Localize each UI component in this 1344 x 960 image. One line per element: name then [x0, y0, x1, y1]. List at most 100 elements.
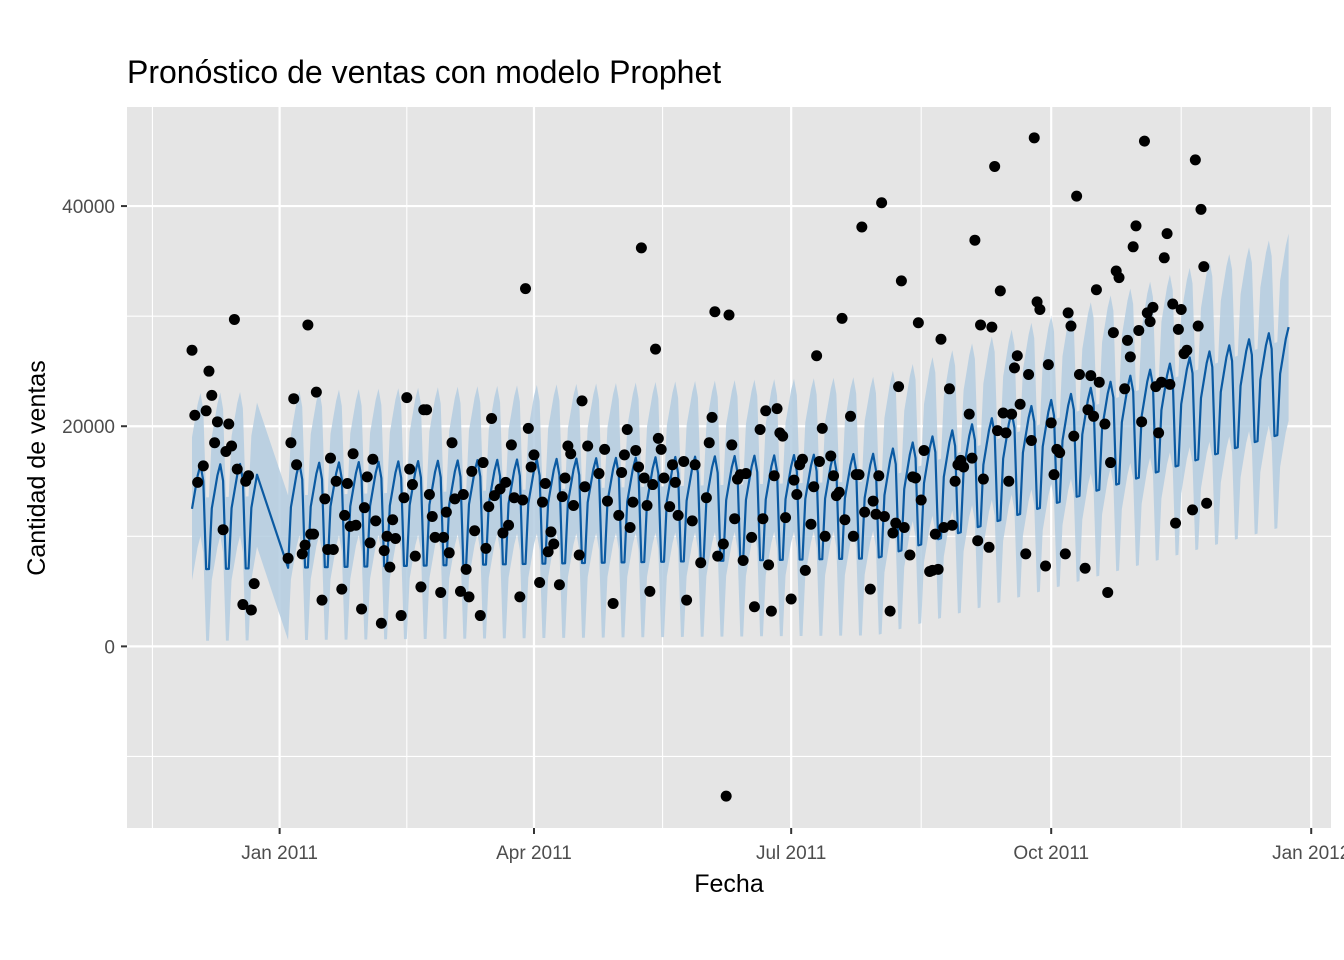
data-point — [765, 605, 777, 617]
data-point — [975, 319, 987, 331]
data-point — [384, 561, 396, 573]
data-point — [666, 459, 678, 471]
chart-title: Pronóstico de ventas con modelo Prophet — [127, 54, 722, 90]
data-point — [997, 407, 1009, 419]
data-point — [1130, 220, 1142, 232]
data-point — [748, 601, 760, 613]
data-point — [1040, 560, 1052, 572]
data-point — [808, 481, 820, 493]
data-point — [350, 519, 362, 531]
data-point — [1124, 351, 1136, 363]
data-point — [669, 476, 681, 488]
data-point — [534, 577, 546, 589]
data-point — [658, 472, 670, 484]
data-point — [1172, 323, 1184, 335]
data-point — [624, 521, 636, 533]
data-point — [847, 530, 859, 542]
data-point — [1164, 378, 1176, 390]
data-point — [593, 468, 605, 480]
data-point — [887, 527, 899, 539]
data-point — [828, 470, 840, 482]
data-point — [1138, 135, 1150, 147]
data-point — [884, 605, 896, 617]
data-point — [390, 533, 401, 544]
data-point — [1105, 457, 1117, 469]
data-point — [1000, 427, 1012, 439]
data-point — [616, 466, 628, 478]
data-point — [836, 312, 848, 324]
data-point — [1170, 517, 1182, 529]
data-point — [627, 496, 639, 508]
data-point — [771, 403, 783, 415]
data-point — [288, 393, 300, 405]
data-point — [358, 502, 370, 514]
data-point — [613, 509, 625, 521]
data-point — [387, 514, 399, 526]
data-point — [1090, 284, 1102, 296]
data-point — [545, 526, 557, 538]
data-point — [231, 463, 243, 475]
data-point — [556, 491, 568, 503]
data-point — [805, 518, 817, 530]
data-point — [285, 437, 297, 449]
data-point — [689, 459, 701, 471]
data-point — [356, 603, 368, 615]
data-point — [904, 549, 916, 561]
data-point — [565, 448, 577, 460]
data-point — [876, 197, 888, 209]
data-point — [1059, 548, 1071, 560]
data-point — [893, 381, 905, 393]
data-point — [873, 470, 885, 482]
data-point — [1093, 376, 1105, 388]
y-tick-label: 0 — [104, 637, 115, 658]
data-point — [664, 501, 676, 513]
data-point — [282, 552, 294, 564]
data-point — [1071, 190, 1083, 202]
x-tick-label: Jan 2012 — [1272, 843, 1344, 864]
data-point — [638, 472, 650, 484]
data-point — [856, 221, 868, 233]
axes: 0 20000 40000 Jan 2011 Apr 2011 Jul 2011 Oct 2… — [62, 197, 1344, 864]
data-point — [378, 545, 390, 557]
data-point — [1023, 368, 1035, 380]
data-point — [729, 513, 741, 525]
data-point — [910, 472, 922, 484]
data-point — [1065, 320, 1077, 332]
data-point — [223, 418, 235, 430]
data-point — [336, 583, 348, 595]
data-point — [618, 449, 630, 461]
data-point — [644, 585, 656, 597]
data-point — [1003, 475, 1015, 487]
data-point — [299, 539, 311, 551]
data-point — [404, 463, 416, 475]
data-point — [706, 411, 718, 423]
data-point — [443, 547, 455, 559]
data-point — [375, 617, 387, 629]
data-point — [601, 495, 613, 507]
data-point — [796, 453, 808, 465]
data-point — [607, 597, 619, 609]
data-point — [912, 317, 924, 329]
data-point — [209, 437, 221, 449]
data-point — [963, 408, 975, 420]
data-point — [245, 604, 257, 616]
data-point — [700, 492, 712, 504]
data-point — [709, 306, 721, 318]
data-point — [327, 544, 339, 556]
data-point — [406, 479, 418, 491]
data-point — [497, 527, 509, 539]
data-point — [1147, 301, 1159, 313]
data-point — [1088, 410, 1100, 422]
data-point — [717, 538, 729, 550]
data-point — [186, 344, 198, 356]
data-point — [1161, 228, 1173, 240]
data-point — [1042, 359, 1054, 371]
data-point — [768, 470, 780, 482]
data-point — [197, 460, 209, 472]
data-point — [500, 476, 512, 488]
data-point — [599, 443, 611, 455]
data-point — [1133, 324, 1145, 336]
data-point — [895, 275, 907, 287]
data-point — [1198, 261, 1210, 273]
